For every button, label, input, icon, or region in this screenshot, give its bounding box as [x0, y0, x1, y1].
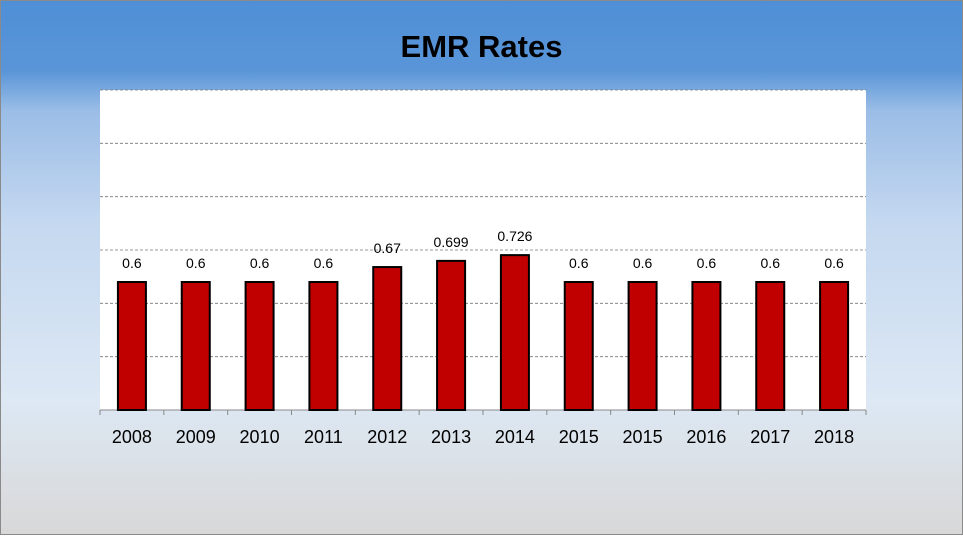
bar	[180, 281, 211, 411]
x-tick-label: 2011	[304, 427, 343, 447]
data-label: 0.6	[186, 255, 206, 271]
x-tick-label: 2014	[495, 427, 535, 447]
bar	[691, 281, 722, 411]
bar	[116, 281, 147, 411]
bar	[627, 281, 658, 411]
bar	[499, 254, 530, 411]
data-label: 0.726	[497, 228, 532, 244]
x-tick-label: 2008	[112, 427, 152, 447]
data-label: 0.6	[314, 255, 334, 271]
data-label: 0.699	[434, 234, 469, 250]
data-label: 0.6	[633, 255, 653, 271]
bar	[563, 281, 594, 411]
x-tick-label: 2015	[559, 427, 599, 447]
data-label: 0.6	[122, 255, 142, 271]
data-label: 0.6	[761, 255, 781, 271]
x-tick-label: 2010	[240, 427, 280, 447]
chart-title: EMR Rates	[400, 29, 563, 64]
data-label: 0.6	[697, 255, 717, 271]
bar	[819, 281, 850, 411]
x-tick-label: 2016	[686, 427, 726, 447]
data-label: 0.6	[569, 255, 589, 271]
bar	[244, 281, 275, 411]
bar	[755, 281, 786, 411]
data-label: 0.67	[374, 240, 401, 256]
data-label: 0.6	[824, 255, 844, 271]
bar	[372, 266, 403, 412]
data-label: 0.6	[250, 255, 270, 271]
bar	[308, 281, 339, 411]
x-tick-label: 2018	[814, 427, 854, 447]
x-tick-label: 2012	[367, 427, 407, 447]
x-tick-label: 2015	[623, 427, 663, 447]
x-tick-label: 2017	[750, 427, 790, 447]
x-tick-label: 2013	[431, 427, 471, 447]
bar	[436, 259, 467, 411]
x-tick-label: 2009	[176, 427, 216, 447]
